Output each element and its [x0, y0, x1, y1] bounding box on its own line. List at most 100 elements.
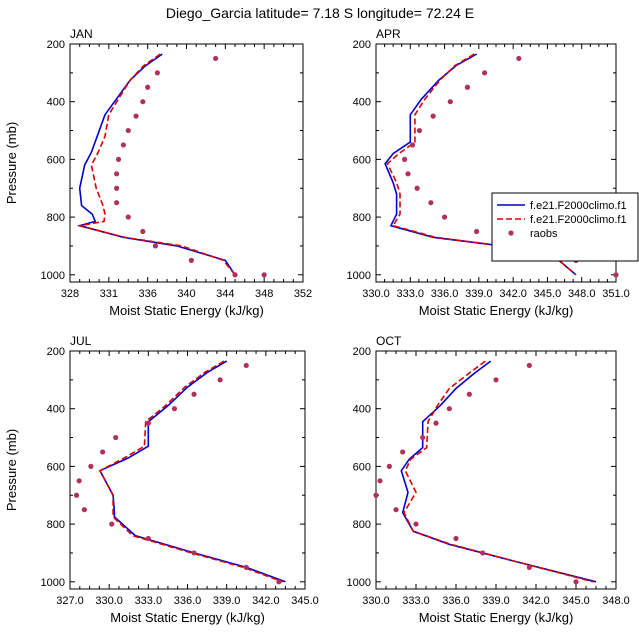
raobs-point [377, 478, 383, 484]
plot-frame [375, 350, 617, 590]
panel-oct: OCT 330.0 333.0 336.0 339.0 342.0 345.0 348.0 20… [347, 334, 630, 625]
raobs-point [414, 185, 420, 191]
x-tick-label: 342.0 [522, 595, 550, 607]
y-tick-label: 800 [353, 212, 371, 224]
panel-jan: JAN 328 331 336 340 344 348 352 200 400 600 800 1000… [4, 27, 312, 318]
panel-label: OCT [376, 334, 402, 348]
raobs-point [140, 99, 146, 105]
raobs-point [447, 99, 453, 105]
raobs-point [466, 391, 472, 397]
raobs-point [213, 55, 219, 62]
x-tick-label: 328 [61, 288, 79, 300]
y-tick-label: 800 [47, 519, 65, 531]
series-line-dashed [79, 53, 236, 276]
raobs-point [152, 243, 159, 249]
x-tick-label: 348 [255, 288, 273, 300]
raobs-point [613, 272, 619, 278]
raobs-point [81, 507, 87, 513]
series-line-dashed [98, 360, 284, 583]
raobs-point [413, 521, 419, 527]
legend-label: f.e21.F2000climo.f1 [530, 214, 627, 226]
raobs-point [416, 127, 423, 134]
raobs-point [100, 449, 106, 455]
y-tick-label: 200 [353, 39, 371, 51]
y-tick-label: 400 [47, 97, 65, 109]
y-tick-label: 1000 [347, 577, 371, 589]
y-tick-label: 200 [353, 346, 371, 358]
raobs-point [243, 362, 249, 369]
raobs-point [88, 463, 94, 469]
panels: JAN 328 331 336 340 344 348 352 200 400 600 800 1000… [4, 27, 630, 625]
raobs-point [217, 377, 223, 383]
raobs-point [191, 550, 197, 556]
raobs-point [480, 550, 486, 556]
x-tick-label: 342.0 [499, 288, 527, 300]
y-tick-label: 600 [47, 461, 65, 473]
raobs-point [441, 214, 448, 220]
raobs-point [409, 142, 416, 148]
raobs-point [232, 272, 238, 278]
raobs-point [526, 564, 532, 570]
panel-label: JUL [70, 334, 92, 348]
raobs-point [420, 434, 426, 441]
raobs-point [393, 507, 399, 513]
y-tick-label: 800 [47, 212, 65, 224]
y-tick-label: 400 [353, 97, 371, 109]
y-tick-label: 600 [47, 154, 65, 166]
raobs-point [109, 521, 115, 527]
raobs-point [140, 228, 146, 235]
x-tick-label: 330.0 [362, 595, 390, 607]
series-line-dashed [386, 53, 577, 276]
x-axis-label: Moist Static Energy (kJ/kg) [110, 610, 265, 625]
y-tick-label: 200 [47, 346, 65, 358]
y-tick-label: 800 [353, 519, 371, 531]
legend-marker-dot [508, 230, 514, 236]
raobs-point [261, 272, 267, 278]
legend-label: raobs [530, 228, 558, 240]
x-tick-label: 348.0 [602, 595, 630, 607]
raobs-point [73, 492, 80, 498]
x-tick-label: 336 [138, 288, 156, 300]
x-tick-label: 345.0 [291, 595, 319, 607]
y-tick-label: 1000 [347, 270, 371, 282]
x-tick-label: 336.0 [174, 595, 202, 607]
y-tick-label: 400 [47, 404, 65, 416]
x-tick-label: 352 [294, 288, 312, 300]
raobs-point [120, 142, 126, 148]
panel-apr: APR 330.0 333.0 336.0 339.0 342.0 345.0 348.0 35… [347, 27, 630, 318]
y-tick-label: 200 [47, 39, 65, 51]
x-axis-label: Moist Static Energy (kJ/kg) [419, 610, 574, 625]
x-tick-label: 348.0 [568, 288, 596, 300]
x-tick-label: 336.0 [442, 595, 470, 607]
raobs-point [125, 127, 131, 134]
series-line-dashed [403, 360, 594, 583]
x-tick-label: 339.0 [482, 595, 510, 607]
raobs-point [401, 156, 408, 162]
raobs-point [133, 113, 139, 119]
raobs-point [154, 70, 160, 76]
raobs-point [433, 420, 439, 426]
series-line-solid [76, 53, 236, 276]
y-axis-label: Pressure (mb) [4, 429, 19, 511]
y-tick-label: 400 [353, 404, 371, 416]
raobs-point [115, 156, 122, 162]
raobs-point [76, 478, 82, 484]
raobs-point [493, 377, 499, 383]
panel-jul: JUL 327.0 330.0 333.0 336.0 339.0 342.0 345.0 20… [4, 334, 319, 625]
x-tick-label: 336.0 [431, 288, 459, 300]
x-tick-label: 330.0 [362, 288, 390, 300]
figure-title: Diego_Garcia latitude= 7.18 S longitude=… [166, 5, 474, 21]
raobs-point [464, 84, 471, 90]
x-tick-label: 342.0 [252, 595, 280, 607]
raobs-point [516, 55, 522, 62]
raobs-point [171, 406, 178, 412]
raobs-point [114, 171, 120, 177]
x-tick-label: 327.0 [56, 595, 84, 607]
x-tick-label: 340 [177, 288, 195, 300]
raobs-point [481, 70, 488, 76]
x-axis-label: Moist Static Energy (kJ/kg) [419, 303, 574, 318]
panel-label: JAN [70, 27, 93, 41]
raobs-point [473, 228, 480, 235]
x-tick-label: 333.0 [135, 595, 163, 607]
raobs-point [145, 84, 151, 90]
